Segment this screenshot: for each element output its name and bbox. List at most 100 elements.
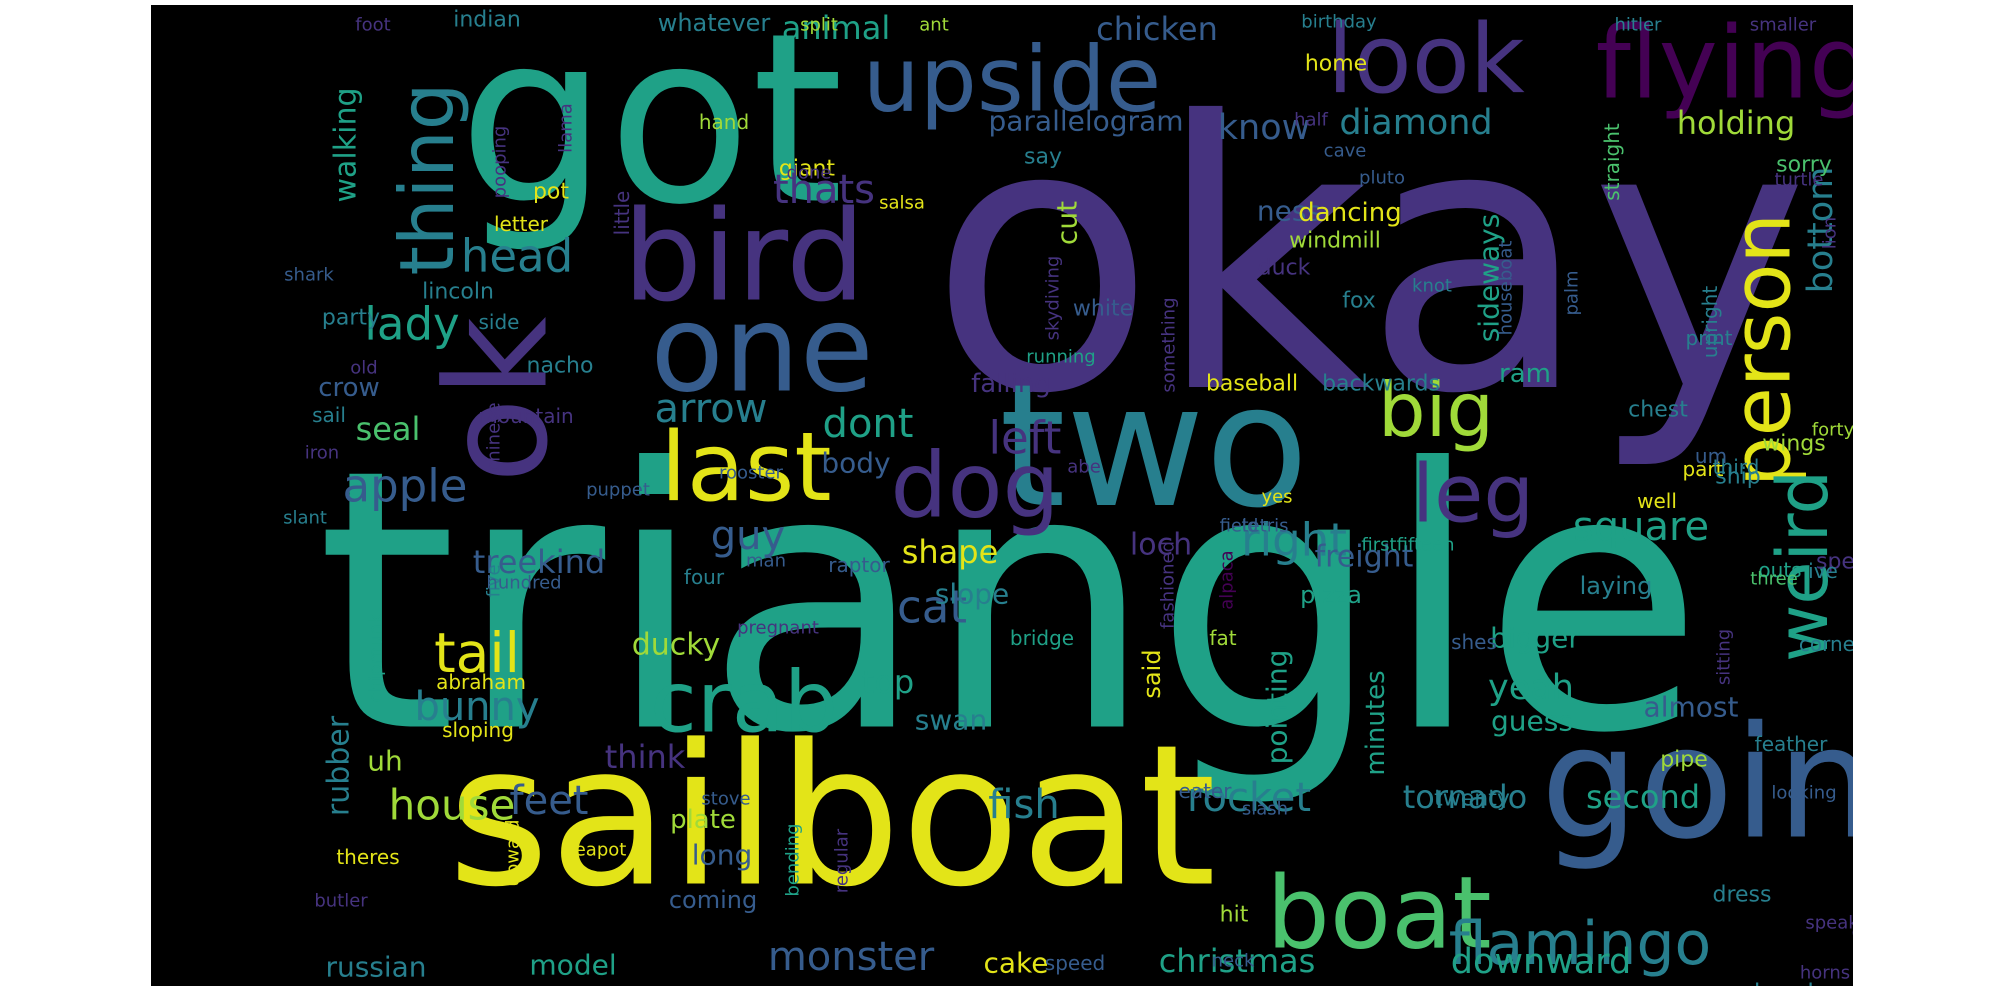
word-crab: crab xyxy=(650,654,838,753)
word-holding: holding xyxy=(1677,104,1796,142)
word-whatever: whatever xyxy=(658,9,771,37)
word-man: man xyxy=(746,551,786,572)
word-pregnant: pregnant xyxy=(737,618,819,639)
word-something: something xyxy=(1159,297,1180,392)
word-swan: swan xyxy=(915,704,987,737)
word-sail: sail xyxy=(312,403,346,427)
word-smaller: smaller xyxy=(1750,15,1817,36)
word-russian: russian xyxy=(325,951,426,984)
word-dog: dog xyxy=(890,434,1059,539)
word-ive: ive xyxy=(1808,559,1838,583)
word-four: four xyxy=(684,565,725,589)
word-iron: iron xyxy=(305,443,339,464)
word-pizza: pizza xyxy=(1300,581,1362,609)
word-dress: dress xyxy=(1713,883,1772,908)
word-boat: boat xyxy=(1266,855,1491,972)
word-freight: freight xyxy=(1315,540,1414,575)
word-ducky: ducky xyxy=(632,628,721,663)
word-say: say xyxy=(1024,145,1062,170)
word-ant: ant xyxy=(919,15,949,36)
word-theres: theres xyxy=(336,845,399,869)
word-three: three xyxy=(1750,569,1798,590)
word-left: left xyxy=(989,412,1062,465)
word-treekind: treekind xyxy=(473,543,605,581)
word-bottom: bottom xyxy=(1801,167,1841,294)
word-nacho: nacho xyxy=(527,354,594,379)
word-um: um xyxy=(1695,444,1727,468)
word-square: square xyxy=(1573,504,1709,550)
word-firstfifteen: firstfifteen xyxy=(1361,535,1454,556)
word-forty: forty xyxy=(1812,420,1853,441)
word-going: going xyxy=(1541,693,1853,874)
word-cake: cake xyxy=(984,947,1049,980)
word-pot: pot xyxy=(533,180,569,205)
word-little: little xyxy=(610,191,634,236)
word-houseboat: houseboat xyxy=(1496,241,1517,336)
word-butler: butler xyxy=(314,891,368,912)
word-cut: cut xyxy=(1051,201,1084,245)
word-arrowhead: arrowhead xyxy=(1686,979,1814,986)
word-long: long xyxy=(692,839,752,872)
word-rubber: rubber xyxy=(322,715,357,816)
word-last: last xyxy=(660,413,831,523)
word-christmas: christmas xyxy=(1159,942,1316,980)
word-almost: almost xyxy=(1644,691,1739,724)
word-speed: speed xyxy=(1045,951,1105,975)
word-slope: slope xyxy=(935,578,1010,611)
word-third: third xyxy=(1713,455,1760,479)
word-palm: palm xyxy=(1562,271,1583,316)
word-home: home xyxy=(1305,52,1367,77)
word-ship: ship xyxy=(1715,465,1760,490)
word-done: done xyxy=(787,163,832,184)
word-hit: hit xyxy=(1220,903,1249,928)
word-animal: animal xyxy=(782,9,890,47)
word-part: part xyxy=(1682,457,1723,481)
word-ness: ness xyxy=(1257,195,1321,228)
word-yes: yes xyxy=(1261,487,1292,508)
word-fish: fish xyxy=(988,782,1059,828)
word-loch: loch xyxy=(1130,528,1192,563)
word-house: house xyxy=(389,781,516,830)
word-sloping: sloping xyxy=(442,718,514,742)
word-chipmunk: chipmunk xyxy=(366,613,387,702)
word-straight: straight xyxy=(1600,123,1624,201)
word-upright: upright xyxy=(1698,286,1722,359)
word-look: look xyxy=(1327,5,1525,115)
word-upside: upside xyxy=(863,28,1162,133)
word-flamingo: flamingo xyxy=(1449,909,1712,979)
word-think: think xyxy=(605,738,686,776)
word-hand: hand xyxy=(699,110,749,134)
word-bending: bending xyxy=(783,823,804,896)
word-feather: feather xyxy=(1755,732,1828,756)
word-fat: fat xyxy=(1209,626,1236,650)
word-apple: apple xyxy=(343,460,468,513)
word-leg: leg xyxy=(1412,448,1534,541)
word-llama: llama xyxy=(556,103,577,153)
word-diamond: diamond xyxy=(1339,103,1492,143)
word-right: right xyxy=(1241,514,1347,567)
word-speedboat: speedboat xyxy=(1816,550,1853,575)
word-lady: lady xyxy=(364,298,459,351)
word-baseball: baseball xyxy=(1206,372,1298,397)
word-know: know xyxy=(1218,108,1311,148)
word-hitler: hitler xyxy=(1615,15,1663,36)
word-minutes: minutes xyxy=(1361,670,1391,775)
word-tornado: tornado xyxy=(1403,778,1528,816)
word-abe: abe xyxy=(1067,457,1101,478)
word-chicken: chicken xyxy=(1096,10,1218,48)
word-hundred: hundred xyxy=(486,573,561,594)
word-tetris: tetris xyxy=(1242,516,1289,537)
word-side: side xyxy=(479,310,520,334)
word-weird: weird xyxy=(1762,470,1844,662)
word-windmill: windmill xyxy=(1289,229,1381,254)
word-party: party xyxy=(322,306,380,331)
word-field: field xyxy=(1220,516,1259,537)
word-big: big xyxy=(1378,366,1494,454)
word-sitting: sitting xyxy=(1714,629,1735,685)
word-print: print xyxy=(1686,326,1733,350)
word-alpaca: alpaca xyxy=(1217,550,1238,609)
word-lion: lion xyxy=(1820,217,1841,249)
word-rocket: rocket xyxy=(1187,775,1311,821)
word-puppet: puppet xyxy=(586,480,650,501)
word-teapot: teapot xyxy=(568,840,627,861)
